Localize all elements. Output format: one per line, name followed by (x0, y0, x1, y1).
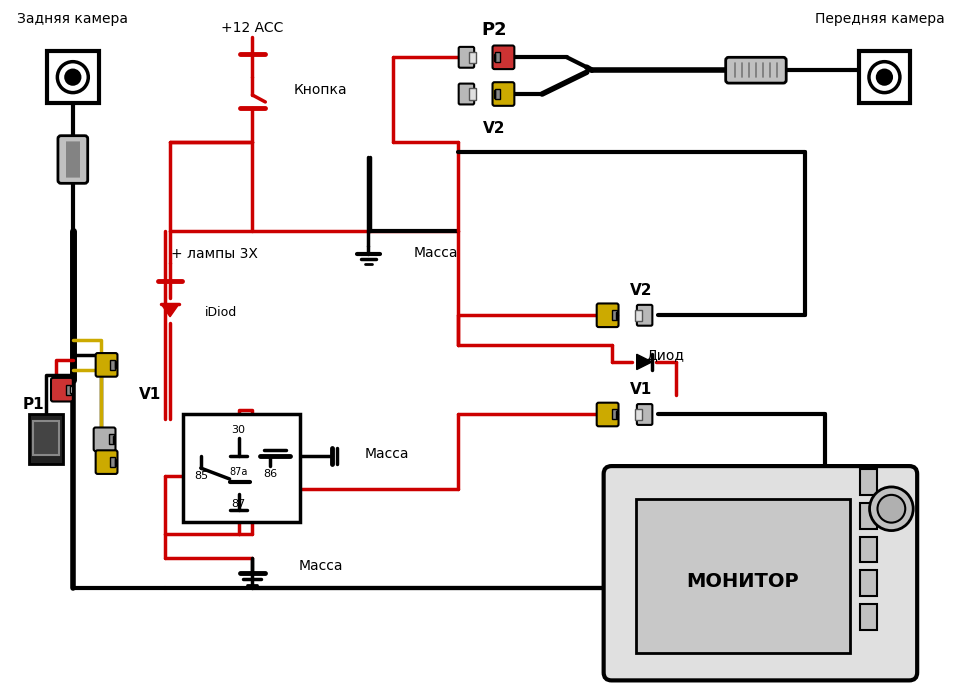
Text: Кнопка: Кнопка (294, 83, 348, 97)
Text: V1: V1 (630, 382, 653, 397)
Bar (110, 457, 115, 467)
Bar (70, 386, 72, 393)
Bar (112, 435, 114, 443)
Bar (29, 414, 63, 464)
Polygon shape (636, 354, 652, 370)
Text: 87a: 87a (229, 467, 248, 477)
Text: Передняя камера: Передняя камера (815, 12, 945, 26)
Bar (493, 90, 495, 97)
Text: V2: V2 (630, 283, 653, 298)
Bar (615, 312, 617, 318)
FancyBboxPatch shape (597, 304, 618, 327)
Bar (34, 421, 59, 455)
Text: P2: P2 (482, 20, 507, 38)
Bar (859, 570, 877, 596)
Bar (47, 51, 99, 103)
Bar (858, 51, 910, 103)
Bar (110, 360, 115, 370)
FancyBboxPatch shape (597, 402, 618, 426)
FancyBboxPatch shape (96, 353, 117, 377)
Circle shape (58, 62, 88, 92)
Bar (114, 458, 116, 466)
Circle shape (877, 495, 905, 523)
Bar (493, 54, 495, 61)
Bar (183, 414, 300, 522)
Bar (494, 89, 499, 99)
Text: МОНИТОР: МОНИТОР (686, 572, 799, 591)
Text: Диод: Диод (646, 348, 684, 362)
Text: 85: 85 (194, 471, 208, 481)
Text: +12 ACC: +12 ACC (221, 20, 283, 34)
Bar (494, 52, 499, 62)
Bar (636, 499, 850, 652)
Circle shape (870, 487, 913, 531)
FancyBboxPatch shape (459, 83, 474, 104)
Text: 30: 30 (231, 426, 246, 435)
Text: V1: V1 (139, 387, 161, 402)
Bar (469, 52, 476, 63)
Text: 87: 87 (231, 499, 246, 509)
Text: iDiod: iDiod (204, 306, 237, 318)
FancyBboxPatch shape (51, 378, 73, 402)
Bar (859, 469, 877, 495)
Text: Масса: Масса (365, 447, 409, 461)
Bar (615, 411, 617, 418)
Text: Масса: Масса (300, 559, 344, 573)
Text: Масса: Масса (413, 246, 458, 260)
FancyBboxPatch shape (636, 404, 653, 425)
Text: P1: P1 (22, 397, 44, 412)
FancyBboxPatch shape (636, 305, 653, 326)
Bar (108, 434, 113, 444)
FancyBboxPatch shape (492, 82, 515, 106)
FancyBboxPatch shape (604, 466, 917, 680)
FancyBboxPatch shape (492, 46, 515, 69)
Bar (114, 361, 116, 368)
Bar (859, 503, 877, 528)
Bar (859, 536, 877, 562)
Text: + лампы 3X: + лампы 3X (171, 247, 258, 261)
Circle shape (65, 70, 80, 85)
Text: Задняя камера: Задняя камера (17, 12, 129, 26)
Polygon shape (161, 304, 180, 317)
Bar (636, 309, 641, 321)
Circle shape (869, 62, 900, 92)
FancyBboxPatch shape (459, 47, 474, 68)
Text: V2: V2 (483, 121, 506, 136)
Bar (859, 604, 877, 630)
Text: 86: 86 (263, 469, 277, 479)
FancyBboxPatch shape (96, 450, 117, 474)
FancyBboxPatch shape (726, 57, 786, 83)
Bar (612, 410, 616, 419)
Bar (636, 409, 641, 420)
Bar (66, 385, 71, 395)
Bar (612, 310, 616, 321)
Circle shape (877, 70, 892, 85)
FancyBboxPatch shape (94, 428, 115, 451)
Bar (469, 88, 476, 99)
FancyBboxPatch shape (58, 136, 87, 183)
